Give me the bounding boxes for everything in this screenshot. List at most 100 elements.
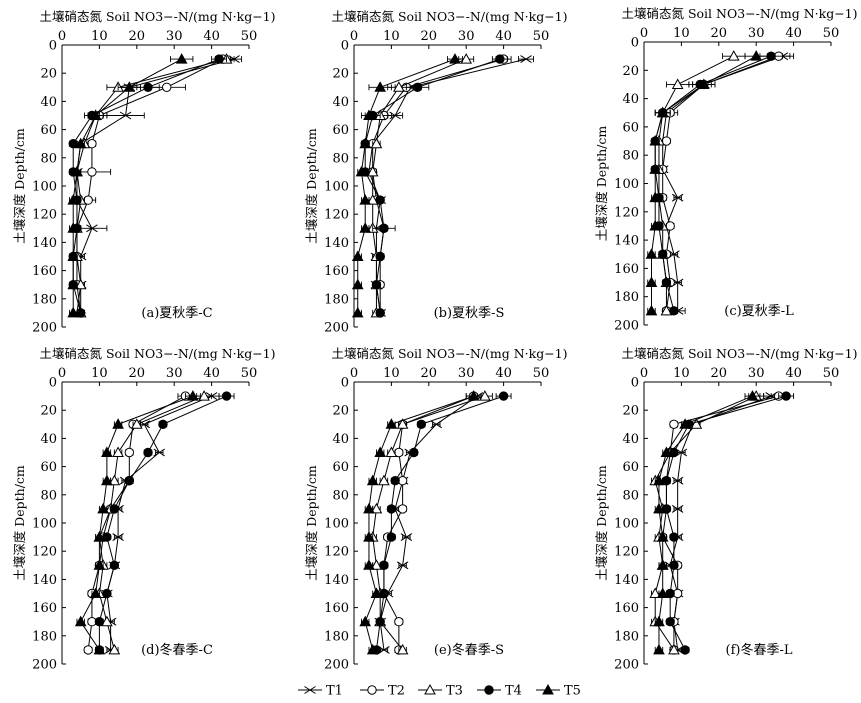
y-tick-label: 200 — [324, 321, 349, 336]
data-point-T1-stroke — [671, 193, 684, 202]
data-point-T5 — [649, 191, 662, 203]
data-point-T5 — [351, 250, 364, 261]
y-tick-label: 160 — [32, 264, 57, 279]
x-tick-label: 40 — [203, 366, 220, 381]
data-point-T5 — [656, 587, 669, 598]
series-T4 — [360, 54, 508, 318]
data-point-T5 — [187, 390, 199, 401]
y-tick-label: 120 — [324, 208, 349, 223]
y-tick-label: 140 — [324, 236, 349, 251]
series-line-T4 — [665, 395, 787, 651]
series-line-T4 — [375, 395, 504, 650]
data-point-T4 — [766, 51, 776, 61]
data-point-T2 — [669, 419, 679, 429]
data-point-T5 — [645, 304, 658, 316]
data-point-T5 — [355, 165, 368, 177]
x-tick-label: 50 — [533, 366, 550, 381]
data-point-T3 — [378, 474, 390, 486]
y-tick-label: 120 — [324, 545, 349, 560]
data-point-T3 — [727, 50, 740, 61]
series-T4 — [661, 391, 795, 655]
x-tick-label: 10 — [383, 29, 400, 44]
data-point-T2 — [87, 167, 97, 177]
data-point-T2 — [124, 447, 135, 458]
data-point-T4 — [375, 617, 385, 627]
x-tick-label: 40 — [203, 29, 220, 44]
data-point-T4 — [495, 54, 505, 64]
series-T2 — [72, 54, 231, 318]
series-line-T5 — [72, 58, 182, 313]
x-tick-label: 0 — [58, 366, 66, 381]
y-tick-label: 140 — [32, 236, 57, 251]
y-tick-label: 100 — [614, 517, 639, 532]
legend-label: T2 — [388, 684, 405, 699]
panels: 0 10 20 30 40 50020406080100120140160180200土壤… — [12, 6, 858, 673]
y-tick-label: 20 — [40, 67, 57, 82]
data-point-T5 — [93, 559, 106, 570]
data-point-T2 — [394, 617, 404, 627]
data-point-T3 — [479, 390, 491, 401]
x-axis-title: 土壤硝态氮 Soil NO3−-N/(mg N·kg−1) — [331, 346, 567, 361]
data-point-T2 — [162, 82, 172, 93]
x-tick-label: 10 — [673, 366, 690, 381]
x-tick-label: 10 — [91, 29, 108, 44]
y-tick-label: 100 — [324, 180, 349, 195]
data-point-T3 — [198, 390, 210, 401]
x-tick-label: 0 — [58, 29, 66, 44]
legend-item-T3: T3 — [418, 684, 463, 699]
data-point-T5 — [123, 81, 136, 92]
y-tick-label: 20 — [622, 64, 639, 79]
x-tick-label: 50 — [533, 29, 550, 44]
y-tick-label: 180 — [32, 292, 57, 307]
data-point-T5 — [649, 219, 662, 231]
legend-item-T4: T4 — [477, 684, 522, 699]
y-tick-label: 20 — [622, 404, 639, 419]
legend-item-T1: T1 — [298, 684, 343, 699]
data-point-T5 — [359, 194, 372, 205]
y-axis-title: 土壤深度 Depth/cm — [304, 128, 319, 244]
data-point-T1 — [430, 420, 443, 429]
data-point-T4 — [416, 419, 427, 429]
data-point-T5 — [175, 53, 188, 64]
series-line-T5 — [650, 55, 757, 311]
data-point-T1 — [86, 224, 98, 233]
data-point-T5 — [101, 474, 113, 486]
data-point-T4 — [158, 419, 168, 429]
x-tick-label: 50 — [823, 366, 840, 381]
y-tick-label: 180 — [324, 292, 349, 307]
data-point-T3 — [671, 78, 684, 89]
legend-marker-T5 — [542, 683, 554, 695]
x-tick-label: 40 — [785, 26, 802, 41]
data-point-T4 — [379, 560, 389, 570]
data-point-T1 — [671, 476, 684, 485]
x-axis-title: 土壤硝态氮 Soil NO3−-N/(mg N·kg−1) — [331, 9, 567, 24]
y-tick-label: 80 — [40, 488, 57, 503]
y-tick-label: 20 — [332, 67, 349, 82]
y-tick-label: 60 — [40, 123, 57, 138]
series-line-T4 — [364, 58, 501, 313]
data-point-T4 — [669, 306, 679, 316]
series-T5 — [645, 50, 768, 316]
x-tick-label: 40 — [495, 29, 512, 44]
data-point-T3 — [366, 165, 379, 177]
series-line-T5 — [357, 58, 456, 313]
series-line-T4 — [654, 55, 772, 311]
panel-label: (c)夏秋季-L — [724, 304, 794, 319]
series-line-T2 — [662, 55, 779, 311]
series-T3 — [366, 53, 475, 318]
legend-marker-T3 — [424, 683, 436, 695]
data-point-T1 — [112, 533, 124, 542]
y-tick-label: 180 — [32, 629, 57, 644]
data-point-T5 — [374, 446, 387, 457]
data-point-T1 — [400, 533, 413, 542]
series-line-T2 — [383, 395, 474, 650]
data-point-T1 — [671, 504, 684, 513]
series-line-T1 — [662, 55, 783, 311]
panel-label: (d)冬春季-C — [141, 642, 213, 658]
data-point-T5 — [467, 390, 480, 401]
panel-2: 0 10 20 30 40 50 0 20 40 60 80 100 120 140 160 180 200 土壤… — [304, 9, 568, 336]
data-point-T3 — [108, 474, 121, 486]
data-point-T4 — [661, 277, 672, 288]
data-point-T5 — [746, 390, 759, 401]
